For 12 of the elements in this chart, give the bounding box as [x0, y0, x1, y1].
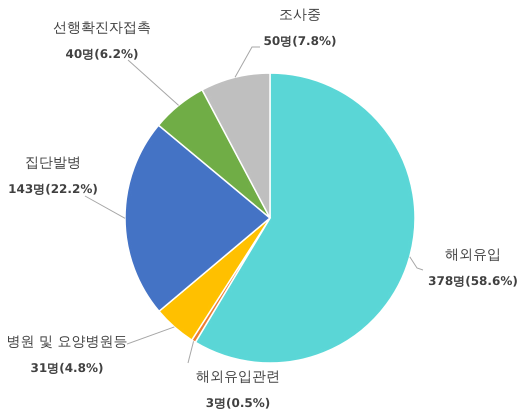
data-label: 40명(6.2%)	[66, 47, 138, 61]
data-label: 378명(58.6%)	[428, 274, 518, 288]
slice-label: 병원 및 요양병원등	[6, 334, 128, 350]
slice-label: 해외유입관련	[196, 369, 280, 385]
slice-label: 해외유입	[445, 247, 501, 263]
data-label: 31명(4.8%)	[30, 361, 104, 375]
data-label: 50명(7.8%)	[264, 34, 336, 48]
slice-label: 조사중	[279, 7, 321, 23]
data-label: 3명(0.5%)	[206, 396, 270, 410]
slice-label: 선행확진자접촉	[53, 20, 151, 36]
slice-label: 집단발병	[25, 155, 81, 171]
data-label: 143명(22.2%)	[8, 182, 98, 196]
